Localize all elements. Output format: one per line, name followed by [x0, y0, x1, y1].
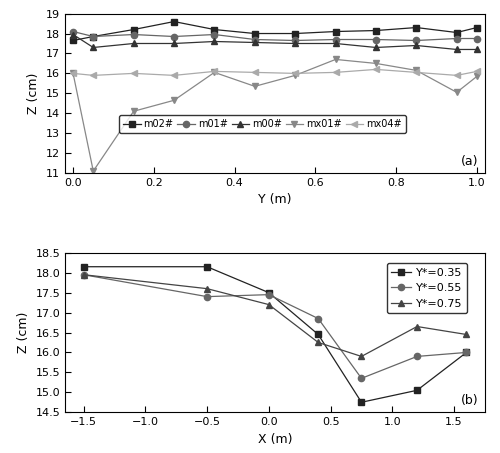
mx04# [212, 69, 218, 74]
Legend: m02#, m01#, m00#, mx01#, mx04#: m02#, m01#, m00#, mx01#, mx04# [119, 116, 406, 133]
Line: Y*=0.75: Y*=0.75 [80, 272, 469, 360]
mx04# [171, 72, 177, 78]
Y-axis label: Z (cm): Z (cm) [17, 312, 30, 353]
Y-axis label: Z (cm): Z (cm) [28, 72, 40, 114]
mx01# [373, 61, 379, 66]
mx04# [90, 72, 96, 78]
m00# [474, 47, 480, 52]
Y*=0.75 [464, 332, 469, 337]
mx01# [70, 71, 76, 76]
m01# [474, 36, 480, 41]
m02# [474, 25, 480, 30]
mx01# [212, 70, 218, 75]
mx01# [474, 74, 480, 79]
m00# [171, 41, 177, 46]
mx01# [414, 67, 420, 73]
Text: (a): (a) [461, 155, 478, 168]
m01# [130, 32, 136, 37]
mx01# [130, 109, 136, 114]
m01# [454, 36, 460, 41]
Y*=0.75 [80, 272, 86, 277]
Y*=0.55 [358, 376, 364, 381]
m01# [70, 29, 76, 34]
mx04# [70, 71, 76, 76]
Y*=0.35 [266, 290, 272, 295]
m00# [414, 43, 420, 48]
m00# [90, 45, 96, 50]
Legend: Y*=0.35, Y*=0.55, Y*=0.75: Y*=0.35, Y*=0.55, Y*=0.75 [387, 263, 467, 313]
Y*=0.55 [464, 350, 469, 355]
Y*=0.35 [464, 350, 469, 355]
m02# [454, 30, 460, 35]
Line: Y*=0.35: Y*=0.35 [80, 264, 469, 405]
mx01# [90, 169, 96, 174]
mx04# [454, 72, 460, 78]
mx01# [171, 97, 177, 103]
Line: m00#: m00# [70, 31, 480, 53]
Line: mx04#: mx04# [70, 66, 480, 78]
m00# [332, 41, 338, 46]
m00# [373, 45, 379, 50]
mx04# [292, 71, 298, 76]
m02# [252, 31, 258, 36]
Y*=0.35 [315, 332, 321, 337]
m02# [90, 34, 96, 39]
Y*=0.35 [204, 264, 210, 270]
mx04# [373, 67, 379, 72]
Y*=0.35 [358, 400, 364, 405]
m01# [90, 34, 96, 39]
Y*=0.75 [204, 286, 210, 291]
Y*=0.35 [414, 388, 420, 393]
Y*=0.75 [414, 324, 420, 329]
mx01# [252, 84, 258, 89]
m02# [70, 38, 76, 43]
m02# [130, 27, 136, 32]
m00# [212, 39, 218, 44]
Y*=0.35 [80, 264, 86, 270]
m01# [373, 37, 379, 42]
mx01# [454, 90, 460, 95]
mx04# [252, 70, 258, 75]
Line: m01#: m01# [70, 29, 480, 43]
m01# [171, 34, 177, 39]
Y*=0.55 [204, 294, 210, 299]
m00# [454, 47, 460, 52]
mx04# [414, 70, 420, 75]
m01# [414, 38, 420, 43]
X-axis label: X (m): X (m) [258, 433, 292, 446]
Y*=0.55 [414, 354, 420, 359]
mx04# [332, 70, 338, 75]
mx04# [130, 71, 136, 76]
m01# [212, 32, 218, 37]
m02# [212, 27, 218, 32]
m00# [130, 41, 136, 46]
Y*=0.75 [358, 354, 364, 359]
m01# [332, 37, 338, 42]
m02# [171, 19, 177, 24]
Y*=0.55 [80, 272, 86, 277]
Y*=0.75 [315, 340, 321, 345]
mx01# [332, 57, 338, 62]
Y*=0.55 [315, 316, 321, 321]
m00# [70, 32, 76, 37]
Line: Y*=0.55: Y*=0.55 [80, 272, 469, 381]
mx01# [292, 72, 298, 78]
m01# [292, 38, 298, 43]
m01# [252, 37, 258, 42]
m00# [292, 41, 298, 46]
X-axis label: Y (m): Y (m) [258, 193, 292, 207]
Line: m02#: m02# [70, 19, 480, 43]
m02# [414, 25, 420, 30]
Line: mx01#: mx01# [70, 56, 480, 174]
m02# [332, 29, 338, 34]
Text: (b): (b) [461, 395, 478, 407]
Y*=0.75 [266, 302, 272, 307]
m00# [252, 40, 258, 45]
mx04# [474, 69, 480, 74]
m02# [373, 28, 379, 33]
Y*=0.55 [266, 292, 272, 297]
m02# [292, 31, 298, 36]
